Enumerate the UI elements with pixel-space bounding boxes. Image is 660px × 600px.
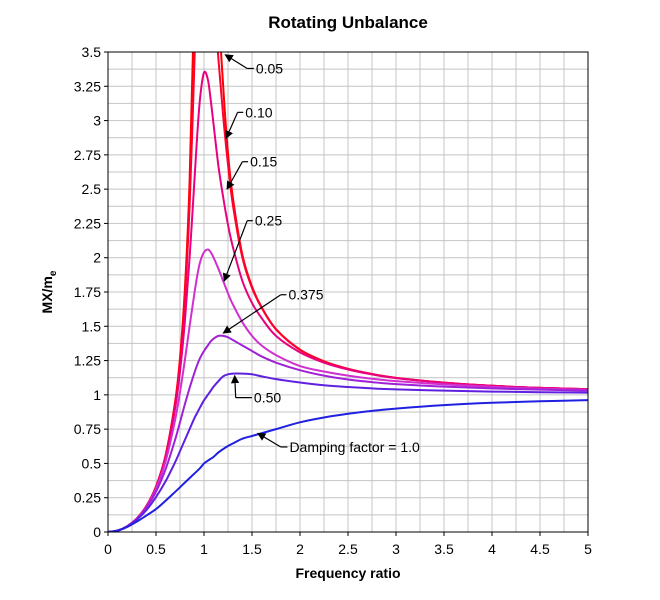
y-tick-label: 0.75 — [74, 421, 101, 437]
annotation-label: 0.375 — [288, 287, 323, 303]
y-axis-title-main: MX/m — [39, 276, 55, 313]
series-line-damping-factor-1-0 — [108, 399, 588, 532]
annotation-arrow — [230, 374, 240, 398]
annotation-label: 0.15 — [250, 154, 277, 170]
annotation-label: 0.25 — [255, 213, 282, 229]
x-tick-label: 3.5 — [434, 541, 454, 557]
series-group — [108, 52, 588, 532]
annotation-0-375: 0.375 — [222, 287, 324, 334]
tick-labels: 0 0.5 1 1.5 2 2.5 3 3.5 4 4.5 5 0 0.25 0.5 0.75 1 1.25 1.… — [74, 44, 592, 557]
x-tick-label: 2 — [296, 541, 304, 557]
x-tick-label: 1 — [200, 541, 208, 557]
annotation-damping-factor-1-0: Damping factor = 1.0 — [257, 432, 420, 455]
y-tick-label: 3.25 — [74, 78, 101, 94]
annotation-label: 0.05 — [256, 60, 283, 76]
x-axis-title: Frequency ratio — [295, 565, 400, 581]
y-tick-label: 0.25 — [74, 490, 101, 506]
annotation-label: Damping factor = 1.0 — [289, 439, 420, 455]
x-tick-label: 4 — [488, 541, 496, 557]
y-tick-label: 2.75 — [74, 147, 101, 163]
x-tick-label: 5 — [584, 541, 592, 557]
series-line-0-375 — [108, 334, 588, 532]
y-tick-label: 1.75 — [74, 284, 101, 300]
y-tick-label: 1 — [93, 387, 101, 403]
x-tick-label: 0 — [104, 541, 112, 557]
annotation-arrow — [225, 112, 239, 140]
annotation-0-50: 0.50 — [230, 374, 281, 406]
y-tick-label: 1.5 — [82, 318, 102, 334]
x-tick-label: 4.5 — [530, 541, 550, 557]
annotation-arrow — [257, 432, 282, 448]
annotation-0-05: 0.05 — [224, 54, 283, 76]
annotation-arrow — [226, 161, 243, 190]
annotation-arrow — [222, 220, 248, 282]
annotation-0-25: 0.25 — [222, 213, 282, 282]
series-line-0-50 — [108, 372, 588, 532]
annotation-arrow — [224, 54, 248, 69]
y-tick-label: 3 — [93, 113, 101, 129]
y-axis-title: MX/me — [39, 270, 59, 313]
annotation-0-15: 0.15 — [226, 154, 278, 190]
y-tick-label: 2.25 — [74, 215, 101, 231]
x-tick-label: 3 — [392, 541, 400, 557]
annotation-arrow — [222, 294, 282, 334]
annotation-0-10: 0.10 — [225, 104, 273, 140]
x-tick-label: 2.5 — [338, 541, 358, 557]
gridlines — [108, 52, 588, 532]
y-tick-label: 0 — [93, 524, 101, 540]
annotation-label: 0.50 — [254, 390, 281, 406]
y-tick-label: 0.5 — [82, 455, 102, 471]
y-tick-label: 3.5 — [82, 44, 102, 60]
y-axis-title-subscript: e — [48, 270, 59, 276]
chart-title: Rotating Unbalance — [268, 13, 428, 32]
y-tick-label: 1.25 — [74, 353, 101, 369]
x-tick-label: 0.5 — [146, 541, 166, 557]
annotation-label: 0.10 — [245, 104, 272, 120]
series-lines — [108, 52, 588, 532]
annotations: 0.05 0.10 0.15 0.25 0.375 0.50 Damping factor … — [222, 54, 420, 455]
y-tick-label: 2.5 — [82, 181, 102, 197]
x-tick-label: 1.5 — [242, 541, 262, 557]
series-line-0-25 — [108, 248, 588, 532]
y-tick-label: 2 — [93, 250, 101, 266]
